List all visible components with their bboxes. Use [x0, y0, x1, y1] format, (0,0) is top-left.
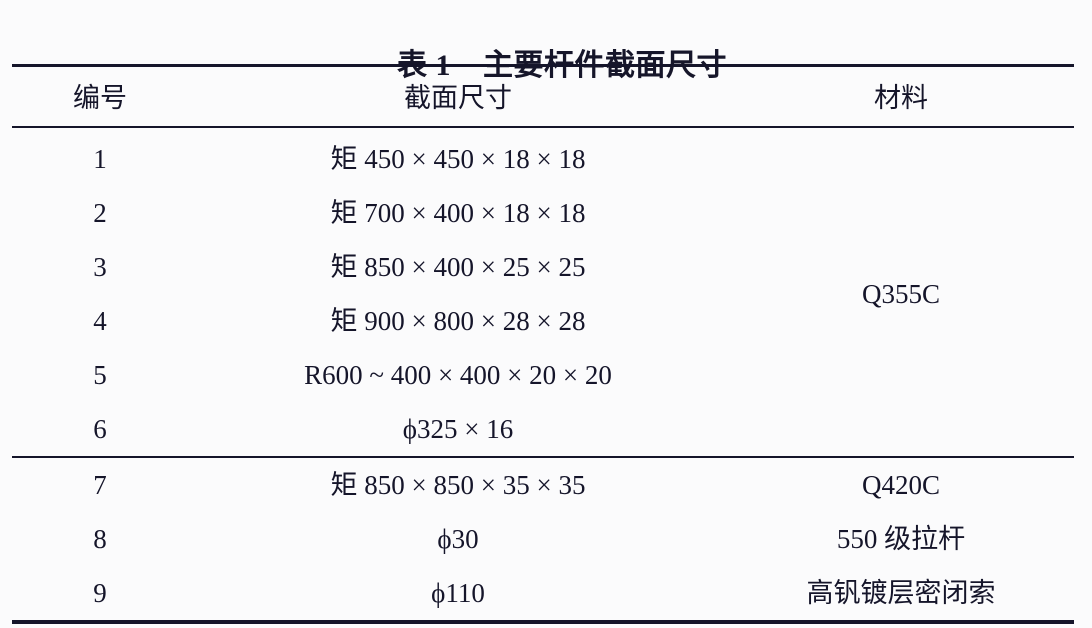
table-row: 6 ϕ325 × 16 [12, 402, 1074, 457]
cell-no: 7 [12, 456, 188, 512]
table-row: 3 矩 850 × 400 × 25 × 25 [12, 240, 1074, 294]
cell-section: 矩 700 × 400 × 18 × 18 [330, 198, 586, 228]
cell-section: 矩 450 × 450 × 18 × 18 [330, 144, 586, 174]
table-row: 5 R600 ~ 400 × 400 × 20 × 20 [12, 348, 1074, 402]
table-row: 7 矩 850 × 850 × 35 × 35 Q420C [12, 456, 1074, 512]
cell-section: 矩 850 × 400 × 25 × 25 [330, 252, 586, 282]
cell-no: 2 [93, 198, 107, 228]
cell-material: 高钒镀层密闭索 [728, 566, 1074, 624]
cell-no: 1 [93, 144, 107, 174]
table-row: 1 矩 450 × 450 × 18 × 18 Q355C [12, 127, 1074, 309]
table-row: 9 ϕ110 高钒镀层密闭索 [12, 566, 1074, 624]
column-header-material: 材料 [728, 64, 1074, 128]
table-row: 4 矩 900 × 800 × 28 × 28 [12, 294, 1074, 348]
table-row: 2 矩 700 × 400 × 18 × 18 [12, 186, 1074, 240]
cell-section: ϕ30 [437, 524, 479, 554]
cell-section: ϕ110 [188, 566, 728, 624]
table-body: 1 矩 450 × 450 × 18 × 18 Q355C 2 矩 700 × … [12, 127, 1074, 624]
cell-section: R600 ~ 400 × 400 × 20 × 20 [304, 360, 612, 390]
cell-no: 6 [93, 414, 107, 444]
cell-material: 550 级拉杆 [836, 524, 966, 554]
cell-material: Q420C [728, 456, 1074, 512]
cell-section: 矩 900 × 800 × 28 × 28 [330, 306, 586, 336]
table-container: 编号 截面尺寸 材料 1 矩 450 × 450 × 18 × 18 Q355C… [12, 64, 1074, 624]
header-row: 编号 截面尺寸 材料 [12, 64, 1074, 128]
cell-no: 9 [12, 566, 188, 624]
cell-no: 4 [93, 306, 107, 336]
column-header-no: 编号 [12, 64, 188, 128]
cell-no: 5 [93, 360, 107, 390]
cell-no: 8 [93, 524, 107, 554]
cell-no: 3 [93, 252, 107, 282]
table-header: 编号 截面尺寸 材料 [12, 64, 1074, 128]
column-header-section: 截面尺寸 [188, 64, 728, 128]
table-row: 8 ϕ30 550 级拉杆 [12, 512, 1074, 566]
cell-section: ϕ325 × 16 [402, 414, 514, 444]
cell-material-merged: Q355C [861, 279, 940, 309]
cell-section: 矩 850 × 850 × 35 × 35 [188, 456, 728, 512]
section-dimensions-table: 编号 截面尺寸 材料 1 矩 450 × 450 × 18 × 18 Q355C… [12, 64, 1074, 624]
